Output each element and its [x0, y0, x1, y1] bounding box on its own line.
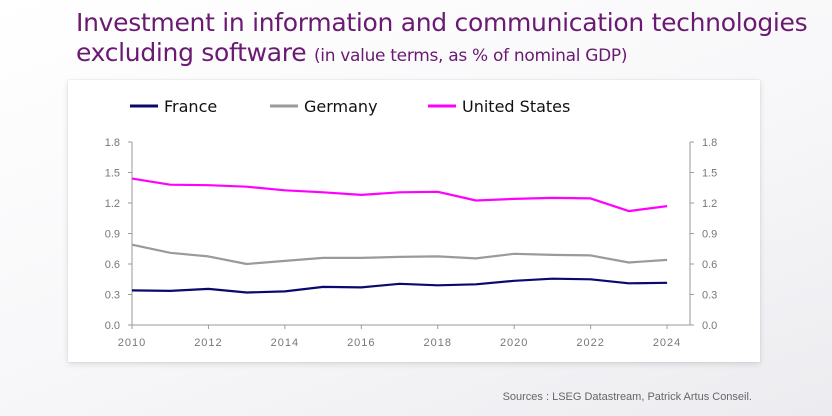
y-tick-label-right: 0.6: [702, 259, 717, 271]
y-tick-label-left: 0.3: [105, 290, 120, 302]
x-tick-label: 2020: [500, 337, 528, 349]
title-line-1: Investment in information and communicat…: [76, 8, 808, 37]
y-tick-label-right: 0.0: [702, 320, 717, 332]
source-note: Sources : LSEG Datastream, Patrick Artus…: [502, 391, 752, 403]
chart-card: 0.0 0.0 0.3 0.3 0.6 0.6 0.9 0.9 1.2 1.2 1.5 1.5 1.8 1…: [68, 80, 760, 362]
x-tick-label: 2014: [271, 337, 299, 349]
x-tick-label: 2018: [424, 337, 452, 349]
series-line-france: [131, 277, 668, 294]
y-tick-label-left: 1.2: [105, 198, 120, 210]
legend-label-germany: Germany: [304, 97, 378, 116]
y-tick-label-right: 1.2: [702, 198, 717, 210]
y-tick-label-left: 1.8: [105, 137, 120, 149]
y-tick-label-right: 0.9: [702, 229, 717, 241]
legend-label-france: France: [164, 97, 217, 116]
y-tick-label-left: 1.5: [105, 168, 120, 180]
x-tick-label: 2012: [194, 337, 222, 349]
title-suffix: (in value terms, as % of nominal GDP): [313, 46, 628, 66]
y-tick-label-left: 0.6: [105, 259, 120, 271]
title-line-2: excluding software: [76, 38, 307, 67]
series-line-germany: [131, 243, 668, 266]
chart-title: Investment in information and communicat…: [76, 8, 808, 71]
y-tick-label-right: 1.5: [702, 168, 717, 180]
x-tick-label: 2024: [653, 337, 681, 349]
x-tick-label: 2016: [347, 337, 375, 349]
y-tick-label-left: 0.0: [105, 320, 120, 332]
y-tick-label-right: 1.8: [702, 137, 717, 149]
legend-label-united-states: United States: [462, 97, 570, 116]
x-tick-label: 2022: [576, 337, 604, 349]
series-line-united-states: [131, 177, 668, 213]
x-tick-label: 2010: [118, 337, 146, 349]
y-tick-label-right: 0.3: [702, 290, 717, 302]
y-tick-label-left: 0.9: [105, 229, 120, 241]
line-chart: 0.0 0.0 0.3 0.3 0.6 0.6 0.9 0.9 1.2 1.2 1.5 1.5 1.8 1…: [105, 97, 718, 349]
